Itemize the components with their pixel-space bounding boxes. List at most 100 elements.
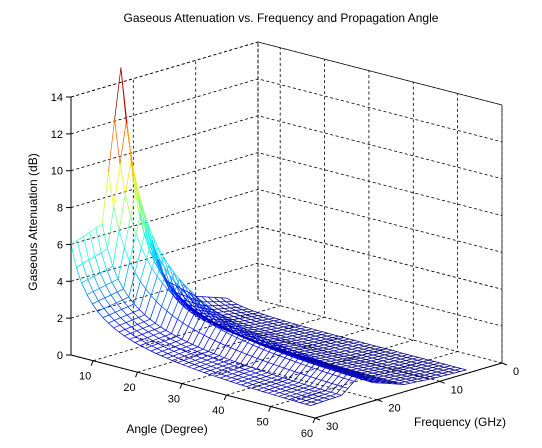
mesh-segment xyxy=(410,381,417,384)
mesh-segment xyxy=(324,393,331,397)
mesh-segment xyxy=(163,343,170,347)
mesh-segment xyxy=(220,342,226,346)
mesh-segment xyxy=(303,334,311,337)
mesh-segment xyxy=(274,317,281,320)
mesh-segment xyxy=(334,347,341,350)
mesh-segment xyxy=(369,364,376,367)
x-tick-mark xyxy=(268,406,272,412)
mesh-segment xyxy=(306,344,313,347)
mesh-segment xyxy=(193,366,200,370)
mesh-segment xyxy=(205,308,212,310)
mesh-segment xyxy=(405,363,411,366)
z-gridline xyxy=(70,152,503,216)
mesh-segment xyxy=(251,316,258,319)
mesh-segment xyxy=(416,380,423,383)
mesh-segment xyxy=(238,334,246,336)
mesh-segment xyxy=(249,374,255,378)
mesh-segment xyxy=(164,335,171,340)
mesh-segment xyxy=(220,371,228,375)
mesh-segment xyxy=(382,358,390,362)
mesh-segment xyxy=(176,336,183,340)
mesh-segment xyxy=(133,281,141,304)
mesh-segment xyxy=(389,373,397,376)
mesh-segment xyxy=(163,256,170,266)
mesh-segment xyxy=(180,287,186,294)
mesh-segment xyxy=(187,300,194,304)
mesh-segment xyxy=(359,341,366,344)
mesh-segment xyxy=(115,311,121,318)
mesh-segment xyxy=(242,339,248,344)
mesh-segment xyxy=(302,391,309,394)
y-gridline xyxy=(257,42,503,364)
mesh-segment xyxy=(356,368,363,371)
mesh-segment xyxy=(319,340,326,343)
mesh-segment xyxy=(318,341,326,344)
mesh-segment xyxy=(292,384,299,387)
mesh-segment xyxy=(363,348,369,351)
mesh-segment xyxy=(246,386,253,389)
mesh-segment xyxy=(185,308,193,310)
mesh-segment xyxy=(364,345,370,348)
mesh-segment xyxy=(371,359,378,362)
mesh-segment xyxy=(274,388,281,392)
y-tick-mark xyxy=(377,399,383,403)
x-tick-label: 10 xyxy=(79,371,91,383)
mesh-segment xyxy=(277,342,284,345)
mesh-segment xyxy=(231,377,238,380)
mesh-segment xyxy=(156,348,163,352)
mesh-segment xyxy=(352,362,359,365)
mesh-segment xyxy=(379,371,385,374)
mesh-segment xyxy=(335,361,343,364)
mesh-segment xyxy=(257,349,265,359)
mesh-segment xyxy=(251,385,259,389)
mesh-segment xyxy=(140,339,147,344)
mesh-segment xyxy=(286,384,294,388)
mesh-segment xyxy=(404,382,411,385)
mesh-segment xyxy=(280,333,288,336)
mesh-segment xyxy=(322,350,328,353)
mesh-segment xyxy=(332,335,339,338)
mesh-segment xyxy=(299,365,307,374)
mesh-segment xyxy=(216,311,224,313)
mesh-segment xyxy=(342,343,348,346)
mesh-segment xyxy=(173,272,181,289)
mesh-segment xyxy=(429,359,435,362)
mesh-segment xyxy=(315,353,321,356)
mesh-segment xyxy=(431,368,439,371)
mesh-segment xyxy=(234,351,242,362)
mesh-segment xyxy=(121,306,129,310)
mesh-segment xyxy=(269,383,277,387)
mesh-segment xyxy=(128,272,136,298)
chart-title: Gaseous Attenuation vs. Frequency and Pr… xyxy=(124,11,439,25)
mesh-segment xyxy=(419,371,426,375)
mesh-segment xyxy=(433,364,439,367)
mesh-segment xyxy=(182,364,189,368)
mesh-segment xyxy=(98,300,105,309)
mesh-segment xyxy=(351,347,359,350)
mesh-segment xyxy=(233,333,240,336)
mesh-segment xyxy=(279,319,286,322)
mesh-segment xyxy=(335,343,343,346)
mesh-segment xyxy=(434,361,440,364)
mesh-segment xyxy=(262,336,269,339)
mesh-segment xyxy=(99,288,106,299)
mesh-segment xyxy=(223,326,230,330)
mesh-segment xyxy=(188,362,195,365)
mesh-segment xyxy=(124,158,132,195)
mesh-segment xyxy=(261,370,268,374)
mesh-segment xyxy=(244,319,251,321)
mesh-segment xyxy=(263,317,269,320)
mesh-segment xyxy=(97,311,104,318)
mesh-segment xyxy=(232,319,239,323)
mesh-segment xyxy=(225,377,232,381)
mesh-segment xyxy=(278,340,285,343)
mesh-segment xyxy=(318,396,325,399)
mesh-segment xyxy=(355,354,362,357)
mesh-segment xyxy=(290,340,297,344)
mesh-segment xyxy=(113,206,120,231)
mesh-segment xyxy=(266,340,273,343)
mesh-segment xyxy=(294,328,301,331)
mesh-segment xyxy=(289,369,295,372)
mesh-segment xyxy=(324,344,330,347)
mesh-segment xyxy=(213,301,220,306)
